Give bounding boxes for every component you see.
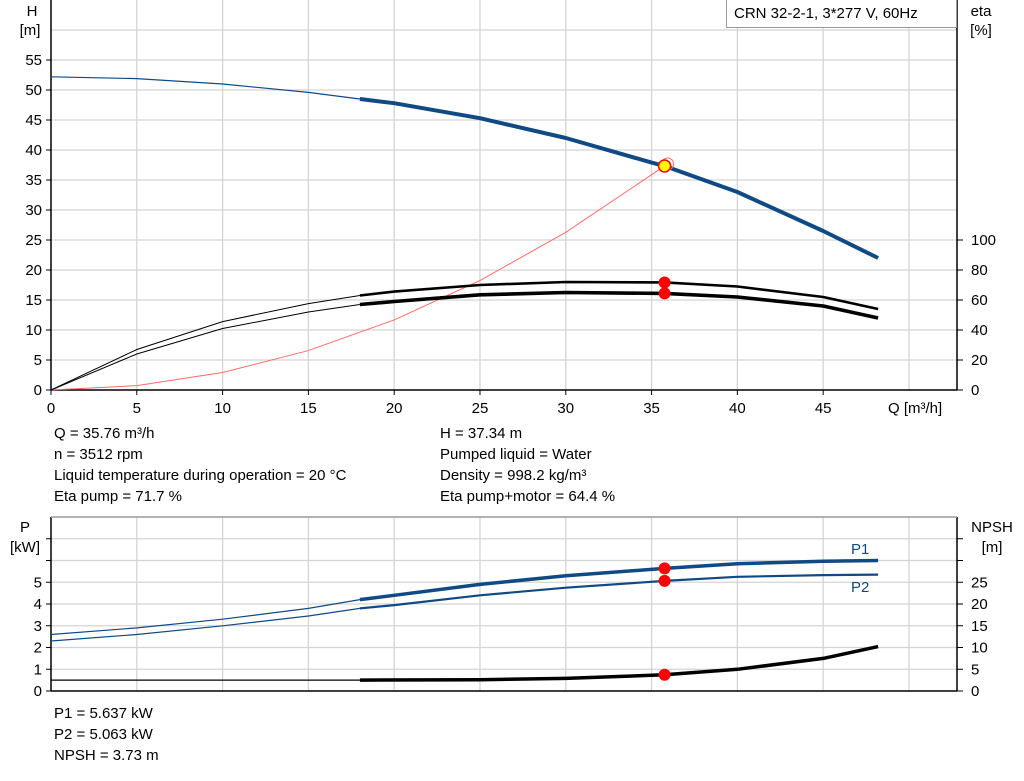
y-tick-label: 30 xyxy=(25,202,42,219)
x-tick-label: 10 xyxy=(214,400,231,417)
x-tick-label: 45 xyxy=(815,400,832,417)
y-tick-label: 1 xyxy=(34,661,42,678)
y-tick-label: 3 xyxy=(34,618,42,635)
p1-curve-thin xyxy=(50,599,361,636)
npsh-marker xyxy=(658,668,671,681)
y2-tick-label: 0 xyxy=(971,382,979,399)
x-tick-label: 40 xyxy=(729,400,746,417)
y2-tick-label: 60 xyxy=(971,292,988,309)
y-tick-label: 2 xyxy=(34,640,42,657)
info-p2: P2 = 5.063 kW xyxy=(54,726,153,743)
x-tick-label: 25 xyxy=(472,400,489,417)
info-eta-total: Eta pump+motor = 64.4 % xyxy=(440,488,616,505)
y2-tick-label: 80 xyxy=(971,262,988,279)
y2-axis-unit: [%] xyxy=(970,22,992,39)
head-curve-thin xyxy=(50,76,360,100)
y2-tick-label: 20 xyxy=(971,352,988,369)
p-axis-unit: [kW] xyxy=(10,539,40,556)
y-tick-label: 4 xyxy=(34,596,42,613)
y2-tick-label: 5 xyxy=(971,661,979,678)
y-tick-label: 40 xyxy=(25,142,42,159)
y-tick-label: 45 xyxy=(25,112,42,129)
y-tick-label: 10 xyxy=(25,322,42,339)
info-flow: Q = 35.76 m³/h xyxy=(54,425,155,442)
y-tick-label: 25 xyxy=(25,232,42,249)
info-liquid: Pumped liquid = Water xyxy=(440,446,592,463)
info-temperature: Liquid temperature during operation = 20… xyxy=(54,467,347,484)
x-axis-label: Q [m³/h] xyxy=(888,400,942,417)
y-axis-unit: [m] xyxy=(20,22,41,39)
chart-title: CRN 32-2-1, 3*277 V, 60Hz xyxy=(726,0,957,28)
y-tick-label: 35 xyxy=(25,172,42,189)
y2-tick-label: 10 xyxy=(971,640,988,657)
info-eta-pump: Eta pump = 71.7 % xyxy=(54,488,182,505)
p1-curve xyxy=(359,558,879,602)
info-speed: n = 3512 rpm xyxy=(54,446,143,463)
eta-pump-curve-thin xyxy=(50,295,360,391)
y2-tick-label: 20 xyxy=(971,596,988,613)
info-head: H = 37.34 m xyxy=(440,425,523,442)
head-curve xyxy=(359,97,879,260)
eta-total-marker xyxy=(658,287,671,300)
system-curve xyxy=(50,165,665,391)
eta-pump-marker xyxy=(658,276,671,289)
info-density: Density = 998.2 kg/m³ xyxy=(440,467,587,484)
eta-total-curve-thin xyxy=(50,304,360,391)
npsh-axis-unit: [m] xyxy=(982,539,1003,556)
y-tick-label: 50 xyxy=(25,82,42,99)
y-axis-label: H xyxy=(27,3,38,20)
p2-curve-thin xyxy=(50,607,360,642)
info-p1: P1 = 5.637 kW xyxy=(54,705,153,722)
info-right: H = 37.34 m Pumped liquid = Water Densit… xyxy=(440,423,615,507)
p1-series-label: P1 xyxy=(851,541,869,558)
npsh-curve xyxy=(359,644,879,682)
info-left: Q = 35.76 m³/h n = 3512 rpm Liquid tempe… xyxy=(54,423,346,507)
eta-pump-curve xyxy=(359,280,879,311)
y-tick-label: 0 xyxy=(34,382,42,399)
y-tick-label: 55 xyxy=(25,52,42,69)
x-tick-label: 30 xyxy=(557,400,574,417)
y-tick-label: 0 xyxy=(34,683,42,700)
x-tick-label: 5 xyxy=(133,400,141,417)
p-axis-label: P xyxy=(20,519,30,536)
y2-tick-label: 15 xyxy=(971,618,988,635)
y2-tick-label: 0 xyxy=(971,683,979,700)
eta-total-curve xyxy=(359,290,879,320)
p2-curve xyxy=(359,573,879,610)
y-tick-label: 5 xyxy=(34,352,42,369)
p2-marker xyxy=(658,574,671,587)
info-npsh: NPSH = 3.73 m xyxy=(54,747,159,764)
x-tick-label: 0 xyxy=(47,400,55,417)
y-tick-label: 5 xyxy=(34,574,42,591)
info-bottom: P1 = 5.637 kW P2 = 5.063 kW NPSH = 3.73 … xyxy=(54,703,159,766)
y2-axis-label: eta xyxy=(971,3,993,20)
y-tick-label: 20 xyxy=(25,262,42,279)
y2-tick-label: 25 xyxy=(971,574,988,591)
p1-marker xyxy=(658,562,671,575)
y2-tick-label: 40 xyxy=(971,322,988,339)
npsh-axis-label: NPSH xyxy=(971,519,1013,536)
operating-point xyxy=(657,159,672,173)
y-tick-label: 15 xyxy=(25,292,42,309)
x-tick-label: 35 xyxy=(643,400,660,417)
p2-series-label: P2 xyxy=(851,579,869,596)
y2-tick-label: 100 xyxy=(971,232,996,249)
x-tick-label: 20 xyxy=(386,400,403,417)
x-tick-label: 15 xyxy=(300,400,317,417)
